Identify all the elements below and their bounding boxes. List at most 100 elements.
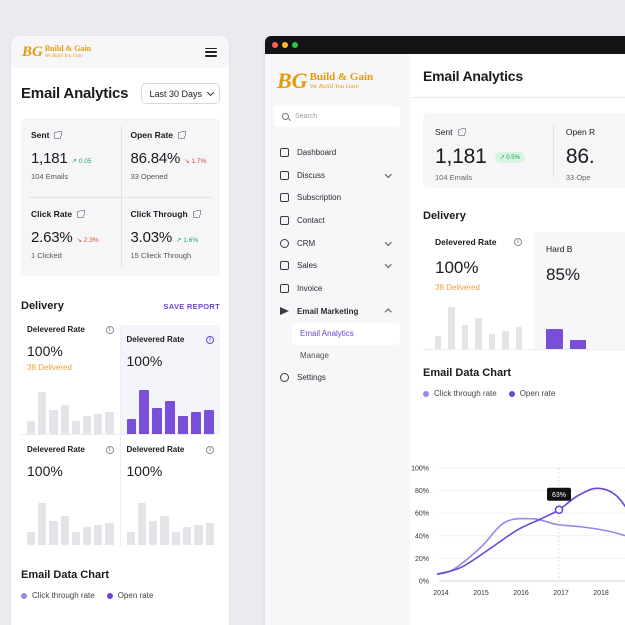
subscription-icon	[280, 193, 289, 203]
search-placeholder: Search	[295, 113, 318, 120]
brand-logo[interactable]: BG Build & Gain We Build You Gain	[22, 44, 91, 61]
sidebar-item-invoice[interactable]: Invoice	[274, 277, 400, 300]
bar	[137, 503, 147, 545]
bar	[71, 420, 80, 434]
delivery-card-title: Hard B	[546, 244, 573, 254]
chart-title: Email Data Chart	[423, 367, 512, 379]
stats-panel: Sent 1,181 ↗ 0.5% 104 Emails Open R 86. 3…	[423, 113, 625, 188]
legend-dot	[106, 592, 113, 599]
external-link-icon[interactable]	[178, 130, 187, 139]
search-icon	[282, 113, 289, 120]
date-range-select[interactable]: Last 30 Days	[141, 83, 220, 104]
stat-sub: 104 Emails	[31, 172, 69, 181]
sidebar-item-contact[interactable]: Contact	[274, 209, 400, 232]
brand-logo[interactable]: BG Build & Gain We Build You Gain	[277, 66, 400, 96]
info-icon[interactable]: i	[206, 445, 214, 454]
sidebar-item-label: Email Marketing	[297, 306, 359, 316]
delivery-card-value: 100%	[126, 353, 163, 369]
sidebar-item-dashboard[interactable]: Dashboard	[274, 141, 400, 164]
info-icon[interactable]: i	[206, 335, 214, 344]
delivery-card-title: Delevered Rate	[126, 445, 185, 454]
bar	[152, 407, 163, 434]
stat-value: 1,181	[435, 145, 487, 168]
stat-label: Click Rate	[31, 209, 73, 219]
sidebar-subitem-email-analytics[interactable]: Email Analytics	[292, 322, 400, 345]
legend-item-open-rate[interactable]: Open rate	[106, 591, 154, 600]
bar	[60, 405, 69, 434]
sidebar-item-settings[interactable]: Settings	[274, 367, 400, 390]
header-divider	[410, 97, 625, 98]
save-report-button[interactable]: SAVE REPORT	[163, 301, 220, 311]
window-titlebar	[265, 36, 625, 54]
stat-card-sent: Sent 1,181 ↗ 0.5% 104 Emails	[423, 113, 553, 188]
maximize-window-button[interactable]	[292, 42, 298, 48]
bar-chart	[27, 390, 114, 434]
stat-value: 3.03%	[130, 229, 173, 246]
stat-label: Open R	[565, 127, 596, 137]
sidebar-item-label: Sales	[297, 261, 318, 271]
stat-card-click-through: Click Through 3.03% ↗ 1.6% 15 Clieck Thro…	[121, 197, 221, 276]
close-window-button[interactable]	[272, 42, 278, 48]
send-icon	[280, 307, 289, 316]
sidebar-item-email-marketing[interactable]: Email Marketing	[274, 300, 400, 323]
legend-item-click-through[interactable]: Click through rate	[21, 591, 95, 600]
desktop-window: BG Build & Gain We Build You Gain Search…	[265, 36, 625, 625]
legend-label: Click through rate	[32, 591, 95, 600]
delivery-grid: Delevered Rate i 100% 38 Delivered Deleve…	[21, 325, 220, 545]
chevron-down-icon	[384, 238, 391, 246]
delivery-card-selected[interactable]: Hard B 85%	[534, 232, 625, 350]
highlight-point	[554, 505, 564, 515]
x-tick-label: 2018	[593, 590, 609, 597]
stat-sub: 33 Opened	[130, 172, 168, 181]
delivery-card: Delevered Rate i 100% 38 Delivered	[423, 232, 534, 350]
sidebar-item-sales[interactable]: Sales	[274, 254, 400, 277]
external-link-icon[interactable]	[77, 209, 86, 218]
stat-sub: 1 Clicked	[31, 251, 62, 260]
legend-label: Open rate	[117, 591, 154, 600]
bar	[60, 516, 69, 545]
bar	[82, 416, 92, 434]
legend-dot	[508, 390, 515, 397]
logo-tagline: We Build You Gain	[309, 82, 359, 90]
crm-icon	[280, 238, 289, 248]
sidebar-item-subscription[interactable]: Subscription	[274, 186, 400, 209]
x-tick-label: 2016	[513, 590, 529, 597]
external-link-icon[interactable]	[457, 127, 466, 136]
bar	[502, 331, 509, 349]
x-tick-label: 2015	[473, 590, 489, 597]
hamburger-menu-icon[interactable]	[205, 47, 217, 57]
search-input[interactable]: Search	[274, 106, 400, 127]
chevron-down-icon	[384, 261, 391, 268]
x-tick-label: 2017	[553, 590, 569, 597]
chevron-up-icon	[384, 308, 391, 316]
legend-item-open-rate[interactable]: Open rate	[508, 389, 555, 398]
gear-icon	[280, 373, 289, 383]
sidebar-subitem-manage[interactable]: Manage	[300, 351, 329, 360]
y-tick-label: 100%	[411, 466, 429, 473]
y-tick-label: 40%	[415, 533, 429, 540]
sidebar-item-crm[interactable]: CRM	[274, 232, 400, 255]
sidebar-item-discuss[interactable]: Discuss	[274, 164, 400, 187]
info-icon[interactable]: i	[514, 238, 522, 246]
external-link-icon[interactable]	[192, 209, 201, 218]
delivery-card-selected[interactable]: Delevered Rate i 100%	[120, 325, 220, 435]
legend-item-click-through[interactable]: Click through rate	[423, 389, 497, 398]
info-icon[interactable]: i	[105, 325, 114, 334]
chevron-down-icon	[384, 170, 391, 178]
x-tick-label: 2014	[433, 590, 449, 597]
delivery-title: Delivery	[21, 300, 64, 312]
bar	[194, 525, 203, 545]
bar	[475, 318, 482, 349]
chevron-down-icon	[206, 88, 215, 96]
bar-chart	[126, 390, 215, 434]
y-tick-label: 0%	[419, 579, 429, 586]
bar	[165, 401, 176, 434]
bar	[27, 531, 36, 545]
mobile-top-bar: BG Build & Gain We Build You Gain	[11, 36, 229, 68]
stats-panel: Sent 1,181 ↗ 0.05 104 Emails Open Rate 86…	[21, 118, 220, 276]
info-icon[interactable]: i	[105, 445, 114, 454]
external-link-icon[interactable]	[54, 130, 63, 139]
stat-value: 1,181	[31, 150, 68, 167]
minimize-window-button[interactable]	[282, 42, 288, 48]
bar	[204, 409, 214, 434]
